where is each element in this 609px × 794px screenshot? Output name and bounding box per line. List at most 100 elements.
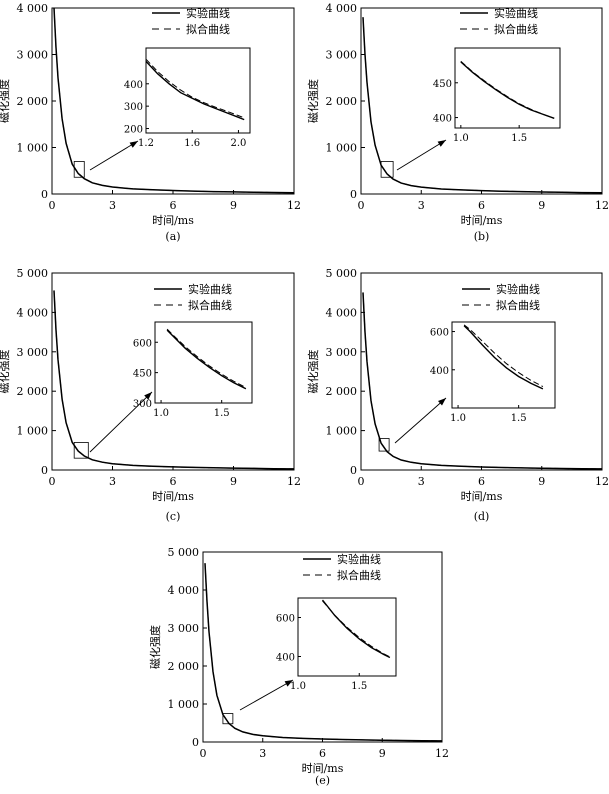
y-tick-label: 3 000: [326, 49, 358, 62]
zoom-arrow-line: [89, 140, 139, 171]
y-tick-label: 2 000: [326, 385, 358, 398]
legend-fitted-label: 拟合曲线: [188, 298, 232, 312]
y-tick-label: 2 000: [17, 95, 49, 108]
y-tick-label: 0: [350, 464, 357, 477]
y-tick-label: 2 000: [326, 95, 358, 108]
y-axis-label: 磁化强度: [0, 350, 11, 394]
inset-y-tick-label: 400: [430, 366, 449, 377]
legend-experimental-label: 实验曲线: [186, 6, 230, 20]
zoom-box: [222, 713, 234, 725]
fitted-curve: [53, 8, 294, 194]
inset-y-tick-label: 600: [430, 328, 449, 339]
legend-fitted-label: 拟合曲线: [186, 22, 230, 36]
inset-y-tick-label: 200: [124, 125, 143, 136]
inset-y-tick-label: 450: [133, 369, 152, 380]
x-tick-label: 6: [170, 475, 177, 488]
y-tick-label: 1 000: [17, 425, 49, 438]
x-tick-label: 9: [230, 475, 237, 488]
zoom-arrow-head: [437, 140, 446, 147]
y-tick-label: 4 000: [326, 2, 358, 15]
y-tick-label: 1 000: [17, 142, 49, 155]
inset-frame: [145, 47, 251, 134]
zoom-arrow-line: [89, 391, 153, 453]
legend-experimental-label: 实验曲线: [494, 6, 538, 20]
y-axis-label: 磁化强度: [306, 79, 320, 123]
fitted-curve: [362, 292, 602, 470]
inset-frame: [454, 47, 561, 129]
x-tick-label: 3: [259, 747, 266, 760]
x-tick-label: 12: [287, 199, 301, 212]
y-tick-label: 3 000: [326, 346, 358, 359]
y-tick-label: 3 000: [17, 49, 49, 62]
inset-x-tick-label: 1.5: [511, 133, 527, 144]
inset-experimental-curve: [146, 60, 245, 121]
x-tick-label: 9: [230, 199, 237, 212]
inset-y-tick-label: 400: [433, 114, 452, 125]
y-tick-label: 2 000: [17, 385, 49, 398]
y-tick-label: 3 000: [168, 622, 200, 635]
y-tick-label: 0: [350, 188, 357, 201]
inset-panel: 1.0 1.5 400 600: [430, 321, 556, 424]
inset-y-tick-label: 300: [124, 102, 143, 113]
inset-y-tick-label: 600: [276, 614, 295, 625]
zoom-box: [380, 161, 394, 178]
y-tick-label: 1 000: [326, 142, 358, 155]
y-tick-label: 1 000: [326, 425, 358, 438]
x-tick-label: 0: [358, 199, 365, 212]
x-tick-label: 12: [287, 475, 301, 488]
chart-panel-d: 0 3 6 9 12 0 1 000 2 000 3 000 4 000 5 000 时间/ms 磁化强…: [306, 267, 609, 523]
x-tick-label: 6: [478, 475, 485, 488]
y-tick-label: 0: [41, 464, 48, 477]
y-tick-label: 5 000: [326, 267, 358, 280]
chart-panel-e: 0 3 6 9 12 0 1 000 2 000 3 000 4 000 5 000 时间/ms 磁化强…: [148, 546, 449, 787]
y-tick-label: 5 000: [17, 267, 49, 280]
inset-x-tick-label: 1.0: [453, 133, 469, 144]
chart-panel-c: 0 3 6 9 12 0 1 000 2 000 3 000 4 000 5 000 时间/ms 磁化强…: [0, 267, 301, 523]
zoom-arrow-head: [284, 680, 293, 687]
x-axis-label: 时间/ms: [302, 762, 344, 775]
legend-fitted-label: 拟合曲线: [494, 22, 538, 36]
x-tick-label: 3: [418, 199, 425, 212]
y-tick-label: 4 000: [168, 584, 200, 597]
legend-fitted-label: 拟合曲线: [337, 568, 381, 582]
y-tick-label: 4 000: [17, 2, 49, 15]
zoom-arrow-head: [438, 398, 446, 406]
inset-panel: 1.0 1.5 400 450: [433, 47, 561, 144]
chart-panel-b: 0 3 6 9 12 0 1 000 2 000 3 000 4 000 时间/ms 磁化强度 (b) 实…: [306, 2, 609, 243]
y-axis-label: 磁化强度: [148, 625, 162, 669]
inset-y-tick-label: 400: [276, 653, 295, 664]
inset-panel: 1.2 1.6 2.0 200 300 400: [124, 47, 251, 149]
y-tick-label: 1 000: [168, 698, 200, 711]
y-tick-label: 0: [41, 188, 48, 201]
zoom-arrow-line: [394, 397, 447, 444]
y-tick-label: 2 000: [168, 660, 200, 673]
inset-y-tick-label: 600: [133, 338, 152, 349]
inset-fitted-curve: [146, 58, 245, 119]
fitted-curve: [362, 17, 602, 194]
x-tick-label: 9: [538, 199, 545, 212]
inset-x-tick-label: 1.0: [153, 408, 169, 419]
zoom-box: [73, 442, 89, 459]
inset-x-tick-label: 1.5: [214, 408, 230, 419]
legend-experimental-label: 实验曲线: [496, 282, 540, 296]
zoom-arrow-line: [396, 139, 447, 171]
inset-experimental-curve: [166, 329, 247, 390]
x-tick-label: 3: [109, 199, 116, 212]
panel-label: (e): [315, 774, 330, 787]
inset-x-tick-label: 1.6: [184, 138, 200, 149]
x-tick-label: 3: [418, 475, 425, 488]
inset-x-tick-label: 1.2: [138, 138, 154, 149]
panel-label: (c): [166, 510, 181, 523]
y-tick-label: 5 000: [168, 546, 200, 559]
x-tick-label: 12: [435, 747, 449, 760]
legend-experimental-label: 实验曲线: [188, 282, 232, 296]
inset-fitted-curve: [460, 60, 555, 119]
inset-y-tick-label: 300: [133, 399, 152, 410]
x-tick-label: 6: [478, 199, 485, 212]
zoom-arrow-head: [129, 141, 138, 148]
x-tick-label: 9: [538, 475, 545, 488]
fitted-curve: [204, 562, 442, 742]
zoom-box: [73, 161, 85, 178]
inset-experimental-curve: [463, 325, 544, 390]
